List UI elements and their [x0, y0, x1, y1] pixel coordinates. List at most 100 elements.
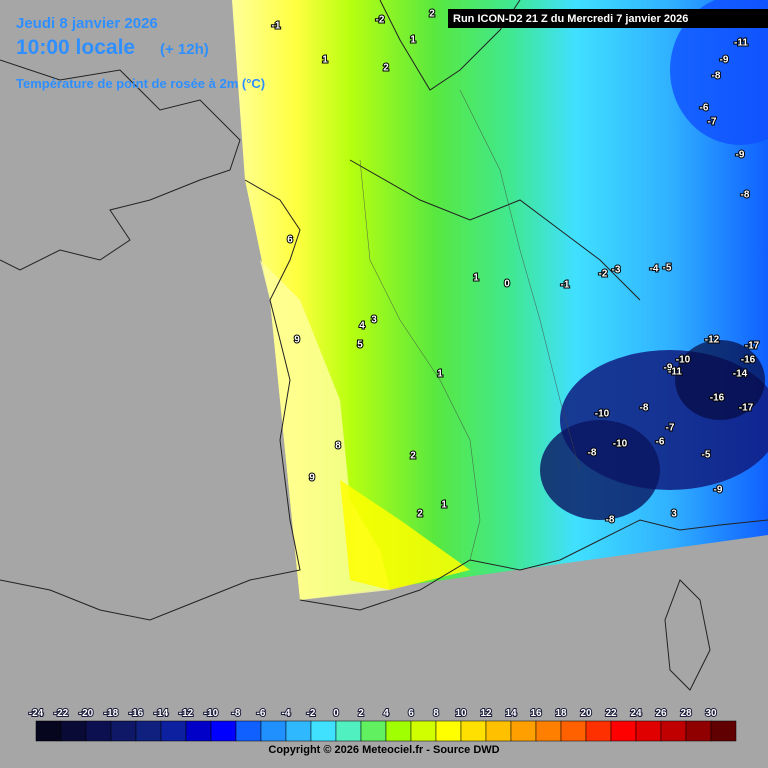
contour-label: 8 [335, 441, 341, 452]
legend-swatch [660, 720, 687, 742]
contour-label: -9 [664, 363, 673, 374]
legend-swatch [610, 720, 637, 742]
contour-label: -11 [734, 38, 748, 49]
cold-zone [675, 340, 765, 420]
contour-label: 1 [410, 35, 416, 46]
legend: -24 -22 -20 -18 -16 -14 -12 -10 -8 -6 -4 -2 0 2 4 6 8 10 1… [28, 707, 737, 742]
contour-label: -17 [745, 341, 760, 352]
legend-swatch [210, 720, 237, 742]
legend-swatch [85, 720, 112, 742]
contour-label: -16 [710, 393, 725, 404]
contour-label: -5 [663, 263, 672, 274]
contour-label: -10 [676, 355, 691, 366]
legend-tick-label: 2 [358, 708, 364, 719]
legend-tick-label: -10 [204, 708, 219, 719]
contour-label: -4 [650, 264, 659, 275]
contour-label: 1 [441, 500, 447, 511]
contour-label: 2 [417, 509, 423, 520]
legend-swatch [360, 720, 387, 742]
contour-label: 1 [437, 369, 443, 380]
contour-label: 9 [294, 335, 300, 346]
contour-label: -6 [656, 437, 665, 448]
contour-label: 5 [357, 340, 363, 351]
legend-swatch [310, 720, 337, 742]
contour-label: -8 [606, 515, 615, 526]
legend-swatch [385, 720, 412, 742]
legend-swatch [435, 720, 462, 742]
contour-label: -2 [599, 269, 608, 280]
borders [359, 89, 581, 561]
contour-label: -9 [714, 485, 723, 496]
coastlines [0, 0, 768, 691]
contour-label: -8 [640, 403, 649, 414]
legend-tick-label: -4 [282, 708, 291, 719]
copyright: Copyright © 2026 Meteociel.fr - Source D… [268, 744, 499, 756]
legend-swatch [285, 720, 312, 742]
contour-label: -10 [613, 439, 628, 450]
contour-label: -11 [668, 367, 682, 378]
contour-label: 3 [371, 315, 377, 326]
legend-tick-label: -20 [79, 708, 94, 719]
legend-tick-label: -12 [179, 708, 194, 719]
contour-label: -3 [612, 265, 621, 276]
date: Jeudi 8 janvier 2026 [16, 15, 158, 32]
contour-label: -1 [561, 280, 570, 291]
contour-label: -8 [741, 190, 750, 201]
legend-swatch [685, 720, 712, 742]
legend-tick-label: 18 [555, 708, 567, 719]
legend-tick-label: -14 [154, 708, 169, 719]
legend-swatch [60, 720, 87, 742]
legend-swatch [185, 720, 212, 742]
legend-tick-label: -6 [257, 708, 266, 719]
contour-label: 4 [359, 321, 365, 332]
legend-tick-label: -24 [29, 708, 44, 719]
legend-swatch [235, 720, 262, 742]
contour-label: -9 [720, 55, 729, 66]
cold-zone [670, 0, 768, 145]
legend-swatch [585, 720, 612, 742]
legend-tick-label: 4 [383, 708, 389, 719]
run-banner [448, 9, 768, 28]
contour-label: 1 [473, 273, 479, 284]
contour-label: 0 [504, 279, 510, 290]
contour-label: -1 [272, 21, 281, 32]
legend-tick-label: -18 [104, 708, 119, 719]
variable: Température de point de rosée à 2m (°C) [16, 76, 265, 91]
contour-label: -8 [588, 448, 597, 459]
legend-swatch [535, 720, 562, 742]
legend-tick-label: 14 [505, 708, 517, 719]
contour-label: 2 [410, 451, 416, 462]
legend-swatch [135, 720, 162, 742]
lead-time: (+ 12h) [160, 41, 209, 58]
legend-swatch [635, 720, 662, 742]
contour-label: -6 [700, 103, 709, 114]
contour-label: -12 [705, 335, 720, 346]
legend-tick-label: 16 [530, 708, 542, 719]
legend-tick-label: 8 [433, 708, 439, 719]
legend-tick-label: 0 [333, 708, 339, 719]
legend-swatch [260, 720, 287, 742]
contour-label: -16 [741, 355, 756, 366]
legend-tick-label: -8 [232, 708, 241, 719]
contour-label: -17 [739, 403, 754, 414]
cold-zone [540, 420, 660, 520]
legend-tick-label: 12 [480, 708, 492, 719]
contour-label: -9 [736, 150, 745, 161]
legend-swatch [710, 720, 737, 742]
contour-label: -5 [702, 450, 711, 461]
legend-swatch [560, 720, 587, 742]
legend-swatch [485, 720, 512, 742]
contour-label: 6 [287, 235, 293, 246]
legend-tick-label: 28 [680, 708, 692, 719]
contour-label: -14 [733, 369, 748, 380]
legend-tick-label: 6 [408, 708, 414, 719]
contour-label: -2 [376, 15, 385, 26]
legend-swatch [460, 720, 487, 742]
contour-label: 2 [383, 63, 389, 74]
legend-tick-label: -22 [54, 708, 69, 719]
contour-label: -10 [595, 409, 610, 420]
run-info: Run ICON-D2 21 Z du Mercredi 7 janvier 2… [453, 13, 688, 25]
legend-swatch [35, 720, 62, 742]
